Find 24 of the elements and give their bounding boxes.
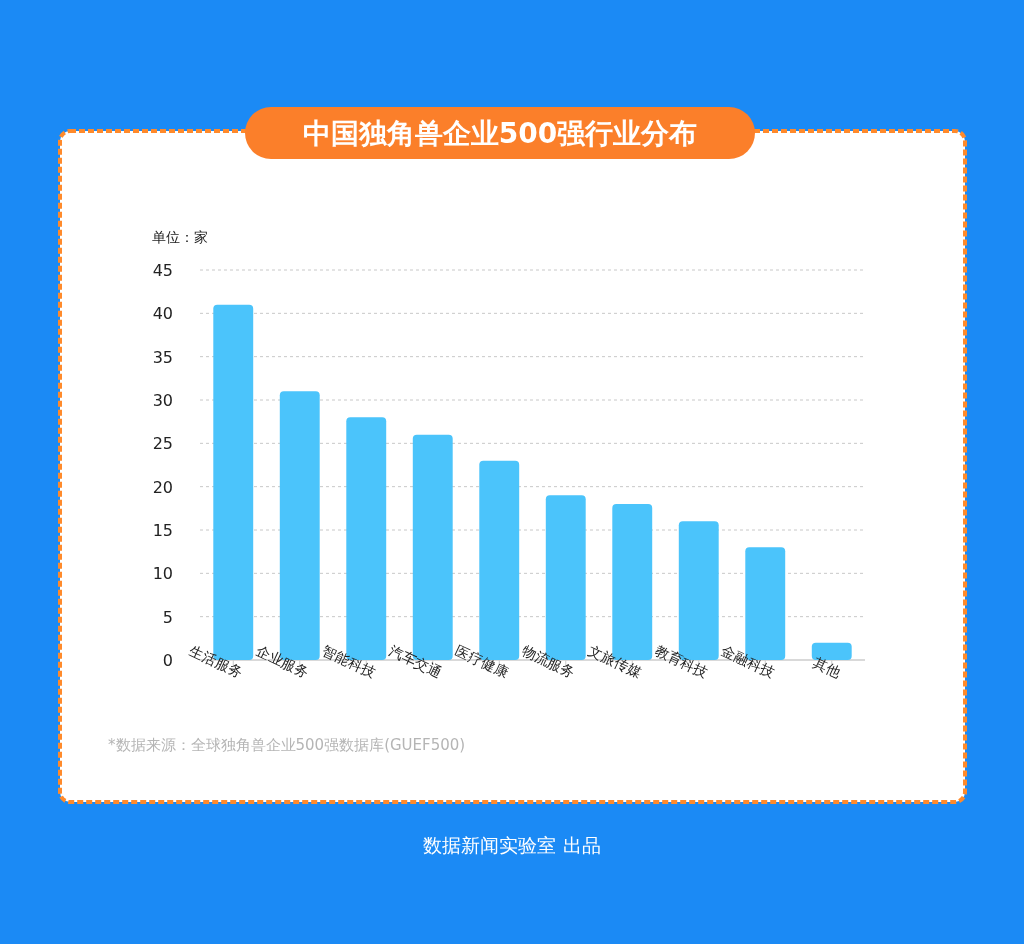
y-tick-label: 0: [162, 651, 173, 670]
x-tick-label: 物流服务: [519, 642, 578, 681]
chart-title: 中国独角兽企业500强行业分布: [302, 117, 698, 150]
text: 数据新闻实验室 出品: [423, 834, 601, 856]
x-tick-label: 生活服务: [187, 642, 245, 681]
y-tick-label: 5: [162, 607, 173, 627]
y-tick-label: 10: [152, 564, 173, 584]
y-tick-label: 20: [152, 477, 173, 497]
text: *数据来源：全球独角兽企业500强数据库(GUEF500): [108, 736, 466, 754]
x-tick-label: 汽车交通: [386, 642, 445, 681]
y-axis-title: 单位：家: [152, 229, 208, 245]
y-tick-label: 35: [152, 347, 173, 367]
x-tick-label: 文旅传媒: [586, 642, 644, 681]
y-tick-label: 30: [152, 391, 173, 410]
y-tick-label: 25: [152, 434, 173, 454]
x-tick-label: 医疗健康: [453, 642, 511, 681]
x-tick-label: 教育科技: [652, 642, 711, 681]
x-tick-label: 金融科技: [719, 642, 777, 681]
y-tick-label: 15: [152, 521, 173, 540]
y-tick-label: 40: [152, 304, 173, 324]
x-tick-label: 企业服务: [253, 642, 312, 681]
y-tick-label: 45: [152, 261, 173, 280]
x-tick-label: 其他: [811, 654, 844, 681]
x-tick-label: 智能科技: [320, 642, 378, 681]
